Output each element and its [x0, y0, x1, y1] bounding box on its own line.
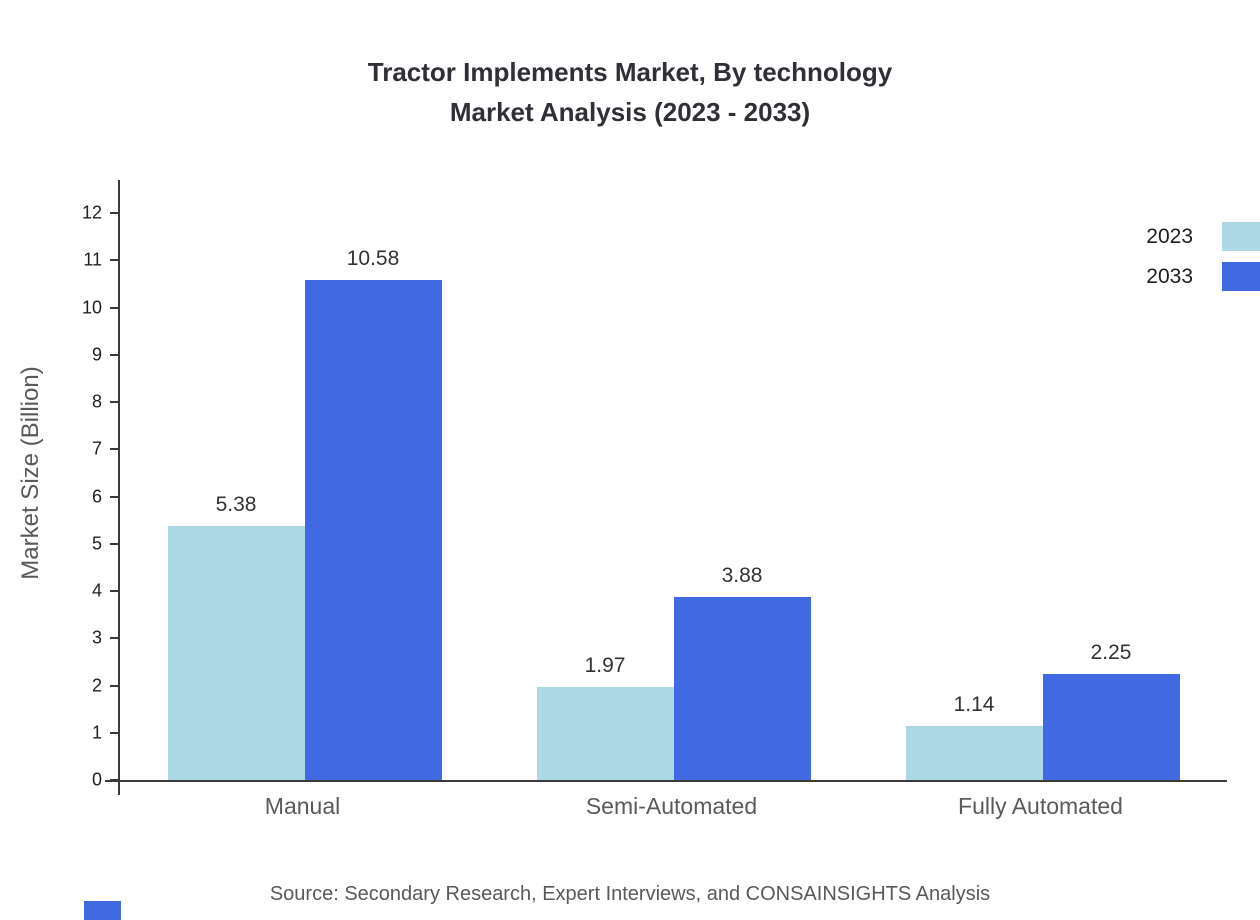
y-tick-mark [110, 401, 118, 404]
y-axis-extension [118, 782, 120, 795]
bar-col-2023-manual: 5.38 [167, 493, 305, 780]
source-note: Source: Secondary Research, Expert Inter… [269, 883, 991, 905]
bar-group-fully-automated: 1.14 2.25 [858, 180, 1227, 780]
legend-swatch-2033 [1222, 262, 1260, 291]
legend-label-2033: 2033 [1146, 264, 1193, 288]
y-tick-mark [110, 590, 118, 593]
chart-title: Tractor Implements Market, By technology… [0, 52, 1260, 133]
bar-2023-manual [167, 525, 305, 780]
y-tick-label: 4 [91, 580, 102, 601]
legend: 2023 2033 [1146, 222, 1260, 291]
bar-2033-fully-automated [1042, 673, 1180, 780]
x-category-labels: Manual Semi-Automated Fully Automated [118, 793, 1225, 820]
y-tick-label: 3 [91, 627, 102, 648]
y-tick-mark [110, 306, 118, 309]
y-tick-label: 12 [81, 202, 102, 223]
y-tick-label: 11 [83, 249, 102, 270]
bar-col-2033-semi-automated: 3.88 [673, 564, 811, 780]
y-tick-label: 1 [91, 722, 102, 743]
bar-value-2023-fully-automated: 1.14 [953, 693, 995, 717]
y-tick-mark [110, 353, 118, 356]
y-axis-label: Market Size (Billion) [17, 366, 44, 580]
legend-label-2023: 2023 [1146, 224, 1193, 248]
bar-group-semi-automated: 1.97 3.88 [489, 180, 858, 780]
y-tick-label: 9 [91, 344, 102, 365]
bar-2033-semi-automated [673, 596, 811, 780]
bar-group-manual: 5.38 10.58 [120, 180, 489, 780]
bar-col-2033-manual: 10.58 [304, 247, 442, 780]
legend-swatch-2023 [1222, 222, 1260, 251]
x-category-label-manual: Manual [264, 793, 341, 819]
x-axis-extension [105, 780, 118, 782]
bar-col-2023-semi-automated: 1.97 [536, 654, 674, 780]
bar-2023-fully-automated [905, 726, 1043, 780]
y-tick-label: 5 [91, 533, 102, 554]
bar-value-2033-semi-automated: 3.88 [721, 563, 763, 587]
plot-area: 5.38 10.58 1.97 3.88 1.14 2.25 [118, 180, 1227, 782]
logo-mark [84, 901, 121, 920]
y-tick-mark [110, 731, 118, 734]
y-tick-label: 0 [91, 769, 102, 790]
y-tick-mark [110, 542, 118, 545]
y-tick-mark [110, 684, 118, 687]
legend-item-2023: 2023 [1146, 222, 1260, 251]
bar-value-2033-manual: 10.58 [346, 247, 400, 271]
bar-value-2023-manual: 5.38 [215, 492, 257, 516]
chart-title-line2: Market Analysis (2023 - 2033) [449, 97, 811, 128]
y-tick-label: 8 [91, 391, 102, 412]
y-tick-mark [110, 212, 118, 215]
bar-col-2023-fully-automated: 1.14 [905, 693, 1043, 780]
y-axis: 0 1 2 3 4 5 6 7 8 9 10 11 12 [60, 180, 118, 790]
bar-2033-manual [304, 280, 442, 780]
bar-value-2023-semi-automated: 1.97 [584, 653, 626, 677]
y-tick-mark [110, 259, 118, 262]
bar-col-2033-fully-automated: 2.25 [1042, 641, 1180, 780]
y-tick-mark [110, 448, 118, 451]
x-category-label-fully-automated: Fully Automated [958, 793, 1123, 819]
y-tick-mark [110, 637, 118, 640]
chart-title-line1: Tractor Implements Market, By technology [367, 57, 893, 87]
x-category-label-semi-automated: Semi-Automated [585, 793, 758, 819]
y-tick-label: 6 [91, 486, 102, 507]
bar-value-2033-fully-automated: 2.25 [1090, 640, 1132, 664]
y-tick-mark [110, 495, 118, 498]
y-tick-label: 2 [91, 675, 102, 696]
legend-item-2033: 2033 [1146, 262, 1260, 291]
y-tick-label: 10 [81, 297, 102, 318]
bar-2023-semi-automated [536, 686, 674, 780]
y-tick-label: 7 [91, 438, 102, 459]
